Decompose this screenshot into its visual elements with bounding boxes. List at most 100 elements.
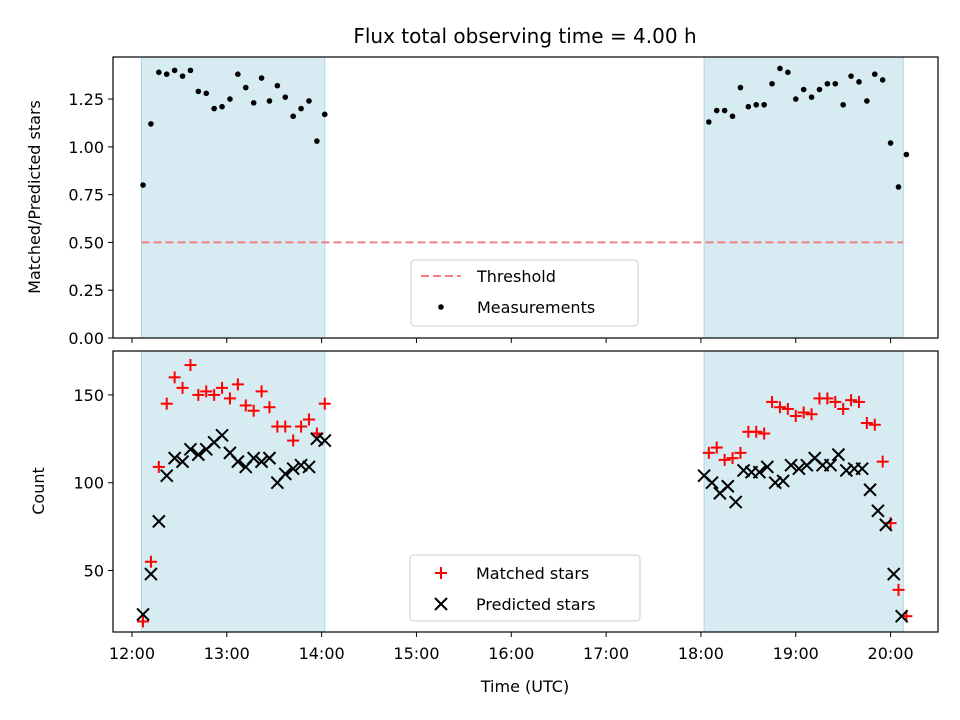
measurement-point	[832, 80, 839, 87]
matched-star-point	[263, 401, 276, 414]
matched-star-point	[152, 460, 165, 473]
matched-star-point	[758, 427, 771, 440]
predicted-star-point	[784, 458, 798, 472]
matched-star-point	[231, 378, 244, 391]
measurement-point	[140, 182, 146, 188]
measurement-points	[140, 65, 910, 190]
x-tick-label: 20:00	[868, 644, 914, 663]
matched-star-point	[876, 455, 889, 468]
predicted-star-point	[879, 518, 893, 532]
measurement-point	[203, 90, 210, 97]
measurement-point	[769, 80, 775, 87]
measurement-point	[227, 96, 233, 102]
measurement-point	[729, 113, 736, 120]
top-shaded-intervals	[140, 56, 904, 339]
measurement-point	[274, 82, 281, 89]
matched-star-point	[837, 402, 850, 415]
bottom-y-axis-label: Count	[29, 467, 48, 515]
predicted-star-point	[760, 460, 775, 474]
matched-star-point	[726, 452, 739, 465]
predicted-star-point	[191, 447, 206, 462]
x-tick-label: 16:00	[488, 644, 534, 663]
predicted-star-point	[871, 504, 885, 518]
measurement-point	[314, 138, 320, 144]
top-y-axis-label: Matched/Predicted stars	[25, 100, 44, 294]
measurement-point	[298, 105, 304, 112]
measurement-point	[195, 88, 202, 95]
matched-star-point	[255, 385, 268, 398]
predicted-star-point	[705, 476, 719, 490]
matched-star-point	[821, 392, 834, 405]
x-tick-label: 19:00	[773, 644, 819, 663]
predicted-star-point	[246, 451, 261, 465]
legend-measurements-swatch	[438, 304, 444, 310]
bottom-legend: Matched stars Predicted stars	[409, 554, 641, 622]
predicted-star-point	[262, 451, 277, 465]
y-tick-label: 100	[73, 474, 104, 493]
predicted-star-point	[728, 495, 743, 509]
predicted-star-point	[768, 476, 782, 490]
matched-star-point	[781, 402, 794, 415]
matched-star-point	[184, 359, 197, 372]
y-tick-label: 0.25	[68, 281, 104, 300]
measurement-point	[242, 84, 249, 91]
predicted-star-point	[736, 463, 751, 478]
matched-star-point	[200, 385, 213, 398]
measurement-point	[895, 184, 902, 190]
y-tick-label: 150	[73, 386, 104, 405]
x-tick-label: 13:00	[204, 644, 250, 663]
matched-star-point	[750, 425, 763, 438]
measurement-point	[879, 77, 886, 83]
matched-star-point	[852, 395, 865, 408]
matched-star-point	[734, 446, 747, 459]
predicted-star-point	[294, 458, 308, 472]
legend-predicted-swatch	[434, 597, 448, 611]
predicted-star-point	[792, 461, 806, 476]
predicted-star-point	[144, 567, 158, 581]
matched-star-point	[702, 446, 715, 459]
matched-star-point	[773, 401, 786, 414]
measurement-point	[808, 94, 815, 100]
matched-star-point	[797, 406, 810, 419]
predicted-star-point	[286, 461, 300, 476]
measurement-point	[824, 80, 831, 87]
bottom-axes-frame	[112, 350, 939, 633]
matched-star-point	[208, 388, 221, 401]
measurement-point	[800, 86, 807, 93]
matched-star-point	[287, 434, 300, 447]
matched-star-point	[295, 420, 308, 433]
chart-title: Flux total observing time = 4.00 h	[353, 24, 696, 48]
measurement-point	[761, 101, 767, 108]
matched-stars-points	[137, 359, 913, 628]
x-tick-label: 14:00	[299, 644, 345, 663]
predicted-star-point	[863, 483, 877, 497]
measurement-point	[321, 111, 328, 118]
measurement-point	[737, 84, 744, 91]
x-tick-label: 18:00	[678, 644, 724, 663]
predicted-star-point	[160, 468, 174, 483]
measurement-point	[706, 119, 712, 125]
matched-star-point	[892, 583, 905, 596]
measurement-point	[266, 98, 273, 104]
measurement-point	[777, 65, 783, 72]
x-tick-label: 15:00	[393, 644, 439, 663]
bottom-y-ticks: 50 100 150	[73, 386, 113, 581]
top-x-ticks	[131, 338, 892, 343]
predicted-star-point	[318, 433, 332, 448]
matched-star-point	[247, 404, 260, 417]
matched-star-point	[144, 555, 157, 568]
predicted-star-point	[136, 607, 150, 622]
measurement-point	[179, 73, 186, 79]
predicted-star-point	[839, 463, 854, 478]
measurement-point	[306, 98, 312, 104]
measurement-point	[721, 107, 728, 114]
matched-star-point	[216, 381, 229, 394]
bottom-legend-box	[409, 554, 641, 622]
measurement-point	[250, 100, 257, 106]
matched-star-point	[710, 441, 723, 454]
predicted-star-point	[254, 454, 269, 469]
measurement-point	[887, 140, 894, 146]
matched-star-point	[860, 417, 873, 430]
observing-window-2	[703, 56, 904, 339]
